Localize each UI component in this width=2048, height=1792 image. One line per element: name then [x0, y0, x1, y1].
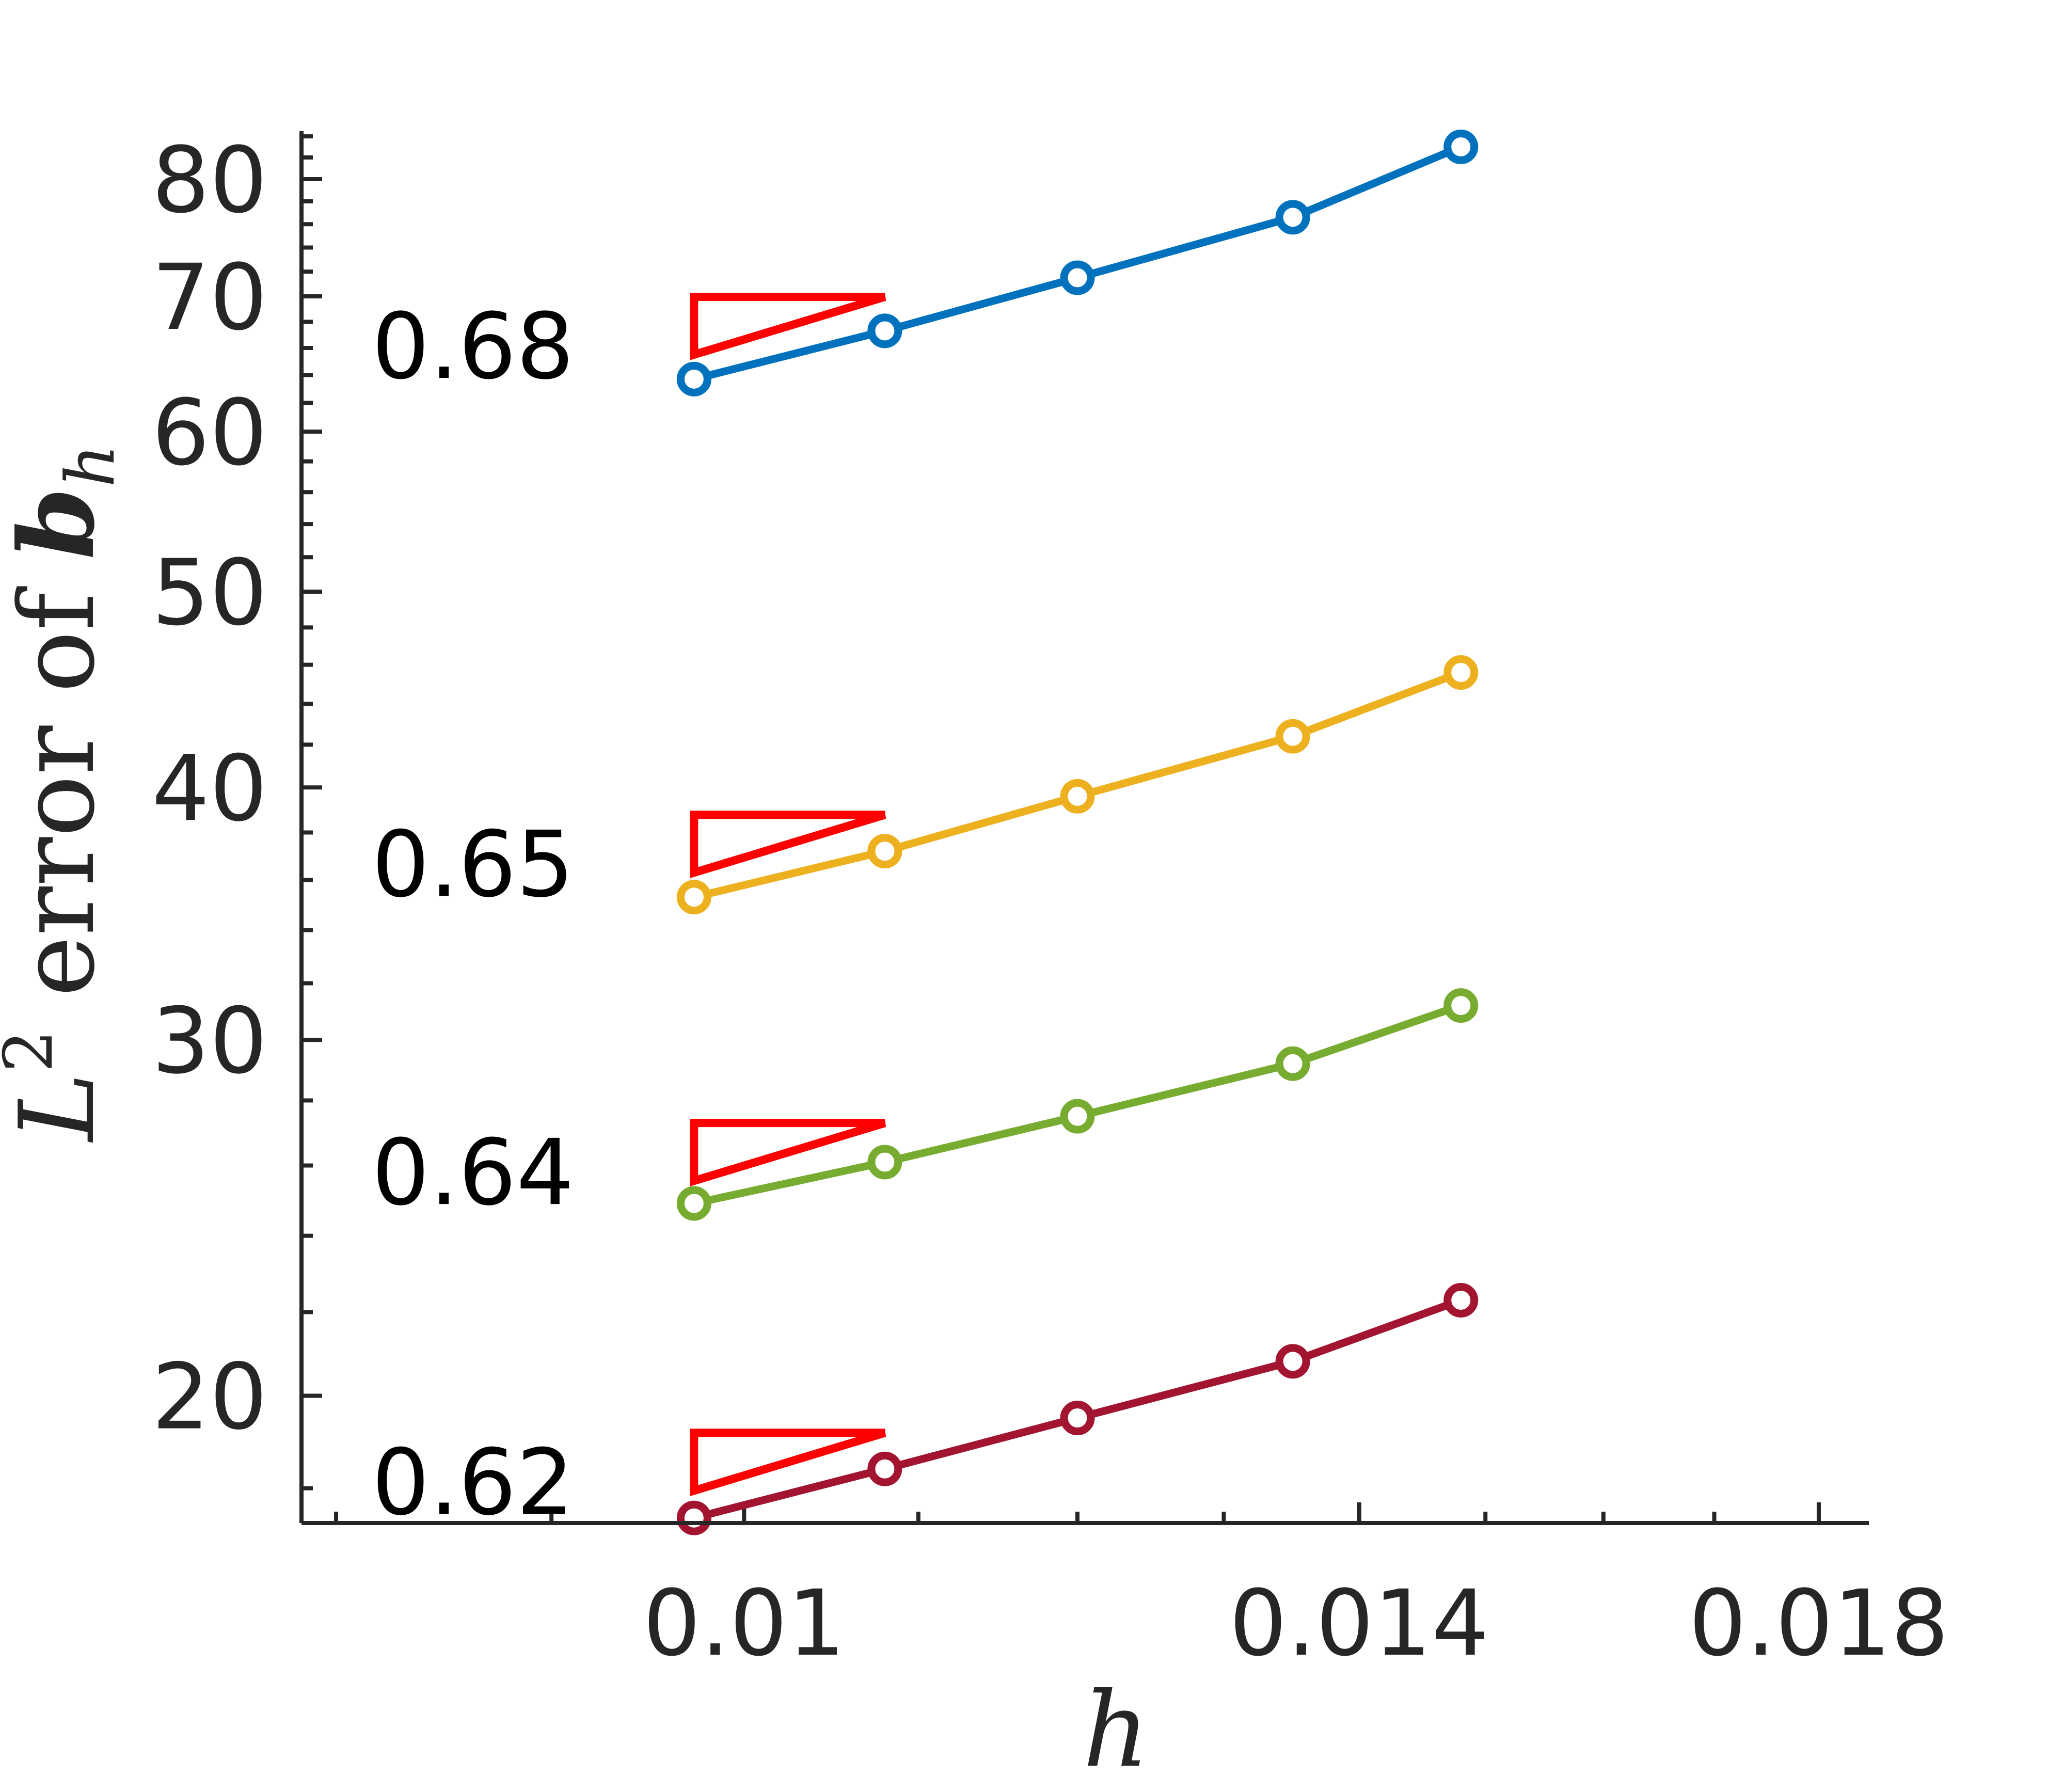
- y-tick-label: 50: [152, 540, 267, 646]
- series-3-marker: [1443, 1282, 1479, 1318]
- ylabel-middle: error of: [0, 560, 118, 1030]
- y-tick-label: 40: [152, 736, 267, 842]
- series-3-marker: [1060, 1401, 1095, 1436]
- series-2-marker: [867, 1145, 902, 1180]
- series-1-marker: [867, 834, 902, 869]
- ylabel-sup: 2: [0, 1030, 68, 1073]
- series-2-marker: [1275, 1046, 1310, 1081]
- y-tick-label: 80: [152, 128, 267, 233]
- series-3-marker: [867, 1451, 902, 1486]
- slopes-layer: 0.68 0.65 0.64 0.62: [372, 292, 886, 1535]
- x-tick-label: 0.01: [643, 1571, 845, 1676]
- slope-label: 0.64: [372, 1120, 574, 1226]
- slope-triangle: [690, 1119, 886, 1186]
- y-axis-label: L2 error of bh: [0, 444, 130, 1143]
- series-0-marker: [676, 361, 711, 397]
- series-0-marker: [1060, 260, 1095, 295]
- series-2-marker: [1060, 1099, 1095, 1134]
- x-axis-label: h: [1083, 1670, 1150, 1790]
- slope-triangle: [690, 292, 886, 360]
- x-axis-label-text: h: [1083, 1670, 1150, 1790]
- series-layer: [676, 129, 1479, 1535]
- ticks-layer: 0.01 0.014 0.018 20 30 40 50 60 70 80: [152, 128, 1949, 1676]
- series-1-marker: [1443, 655, 1479, 690]
- ylabel-base: L: [0, 1072, 118, 1143]
- series-1-marker: [1275, 719, 1310, 754]
- series-0-marker: [867, 313, 902, 348]
- series-0-marker: [1443, 129, 1479, 164]
- y-tick-label: 20: [152, 1344, 267, 1450]
- x-tick-label: 0.018: [1689, 1571, 1949, 1676]
- series-2-marker: [676, 1186, 711, 1221]
- y-tick-label: 70: [152, 245, 267, 351]
- slope-label: 0.68: [372, 294, 574, 400]
- ylabel-sub: h: [51, 444, 130, 487]
- slope-triangle: [690, 1429, 886, 1497]
- series-1-marker: [1060, 779, 1095, 814]
- y-tick-label: 60: [152, 380, 267, 486]
- slope-label: 0.62: [372, 1430, 574, 1535]
- series-2-marker: [1443, 988, 1479, 1023]
- y-axis-label-text: L2 error of bh: [0, 444, 130, 1143]
- slope-triangle: [690, 811, 886, 879]
- ylabel-vec: b: [0, 487, 118, 560]
- series-3-marker: [1275, 1344, 1310, 1379]
- y-tick-label: 30: [152, 988, 267, 1094]
- series-1-marker: [676, 880, 711, 915]
- series-0-marker: [1275, 200, 1310, 235]
- slope-label: 0.65: [372, 812, 574, 917]
- series-3-marker: [676, 1500, 711, 1535]
- x-tick-label: 0.014: [1229, 1571, 1489, 1676]
